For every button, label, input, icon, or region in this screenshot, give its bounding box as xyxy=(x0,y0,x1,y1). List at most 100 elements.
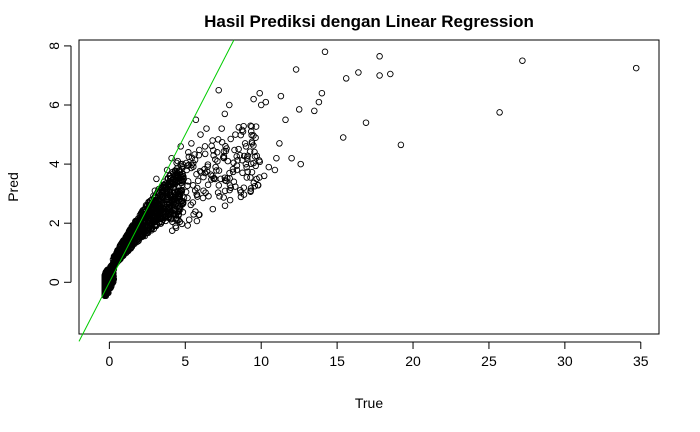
data-point xyxy=(173,159,180,167)
data-point xyxy=(233,166,241,174)
data-points xyxy=(101,48,640,300)
data-point xyxy=(171,208,178,215)
data-point xyxy=(175,187,182,194)
data-point xyxy=(153,205,161,213)
data-point xyxy=(248,123,255,130)
chart-title: Hasil Prediksi dengan Linear Regression xyxy=(204,12,534,31)
data-point xyxy=(247,187,254,194)
data-point xyxy=(156,199,163,206)
data-point xyxy=(174,187,182,195)
data-point xyxy=(256,89,263,97)
data-point xyxy=(217,175,224,183)
x-tick-label: 30 xyxy=(557,353,573,369)
data-point xyxy=(182,159,190,167)
data-point xyxy=(209,137,216,144)
data-point xyxy=(148,227,155,234)
data-point xyxy=(221,110,229,118)
data-point xyxy=(170,200,177,208)
data-point xyxy=(205,192,212,200)
data-point xyxy=(164,213,172,221)
data-point xyxy=(193,184,201,192)
data-point xyxy=(148,220,155,228)
data-point xyxy=(226,196,234,204)
data-point xyxy=(207,171,215,178)
data-point xyxy=(221,187,229,195)
data-point xyxy=(212,156,219,163)
data-point xyxy=(220,148,228,155)
data-point xyxy=(168,191,175,199)
x-axis-label: True xyxy=(355,395,383,411)
data-point xyxy=(257,101,265,109)
data-point xyxy=(165,211,172,218)
data-point xyxy=(273,154,280,162)
data-point xyxy=(311,107,318,115)
data-point xyxy=(496,109,503,116)
data-point xyxy=(204,181,212,189)
data-point xyxy=(239,169,246,177)
data-point xyxy=(241,140,249,147)
data-point xyxy=(632,64,640,72)
data-point xyxy=(185,149,192,156)
data-point xyxy=(232,131,239,138)
data-point xyxy=(168,227,176,234)
data-point xyxy=(184,222,191,229)
data-point xyxy=(236,151,244,159)
data-point xyxy=(243,174,251,181)
data-point xyxy=(321,48,329,56)
data-point xyxy=(214,136,222,143)
data-point xyxy=(240,152,248,160)
data-point xyxy=(172,176,180,183)
data-point xyxy=(142,208,150,215)
data-point xyxy=(139,214,147,221)
data-point xyxy=(193,217,201,225)
data-point xyxy=(519,57,526,64)
y-axis-label: Pred xyxy=(5,172,21,202)
data-point xyxy=(201,150,209,158)
data-point xyxy=(112,251,119,259)
data-point xyxy=(215,182,223,189)
data-point xyxy=(218,125,225,132)
y-tick-label: 4 xyxy=(46,160,62,168)
plot-frame xyxy=(78,39,660,335)
data-point xyxy=(191,156,199,164)
y-tick-label: 8 xyxy=(46,42,62,50)
data-point xyxy=(169,218,176,225)
data-point xyxy=(224,157,232,165)
data-point xyxy=(243,164,250,171)
data-point xyxy=(215,86,222,94)
data-point xyxy=(172,180,179,188)
data-point xyxy=(244,152,251,159)
data-point xyxy=(376,53,383,60)
data-point xyxy=(237,193,245,201)
data-point xyxy=(220,152,228,160)
data-point xyxy=(397,141,405,149)
data-point xyxy=(250,95,257,103)
data-point xyxy=(252,162,259,170)
data-point xyxy=(150,215,157,222)
data-point xyxy=(226,175,233,182)
data-point xyxy=(204,161,212,168)
data-point xyxy=(172,222,179,230)
data-point xyxy=(250,142,257,149)
data-point xyxy=(194,193,201,200)
data-point xyxy=(188,140,195,147)
data-point xyxy=(213,167,220,174)
data-point xyxy=(362,119,370,126)
y-tick-label: 6 xyxy=(46,101,62,109)
data-point xyxy=(247,174,254,181)
data-point xyxy=(176,171,184,179)
data-point xyxy=(256,158,264,166)
data-point xyxy=(230,178,238,186)
data-point xyxy=(288,154,295,162)
data-point xyxy=(195,151,203,159)
data-point xyxy=(185,216,193,223)
data-point xyxy=(197,131,204,138)
data-point xyxy=(137,216,145,223)
data-point xyxy=(315,98,323,106)
data-point xyxy=(200,187,207,194)
data-point xyxy=(214,189,222,196)
data-point xyxy=(133,234,141,241)
data-point xyxy=(239,128,247,135)
data-point xyxy=(277,92,285,100)
data-point xyxy=(248,138,256,146)
